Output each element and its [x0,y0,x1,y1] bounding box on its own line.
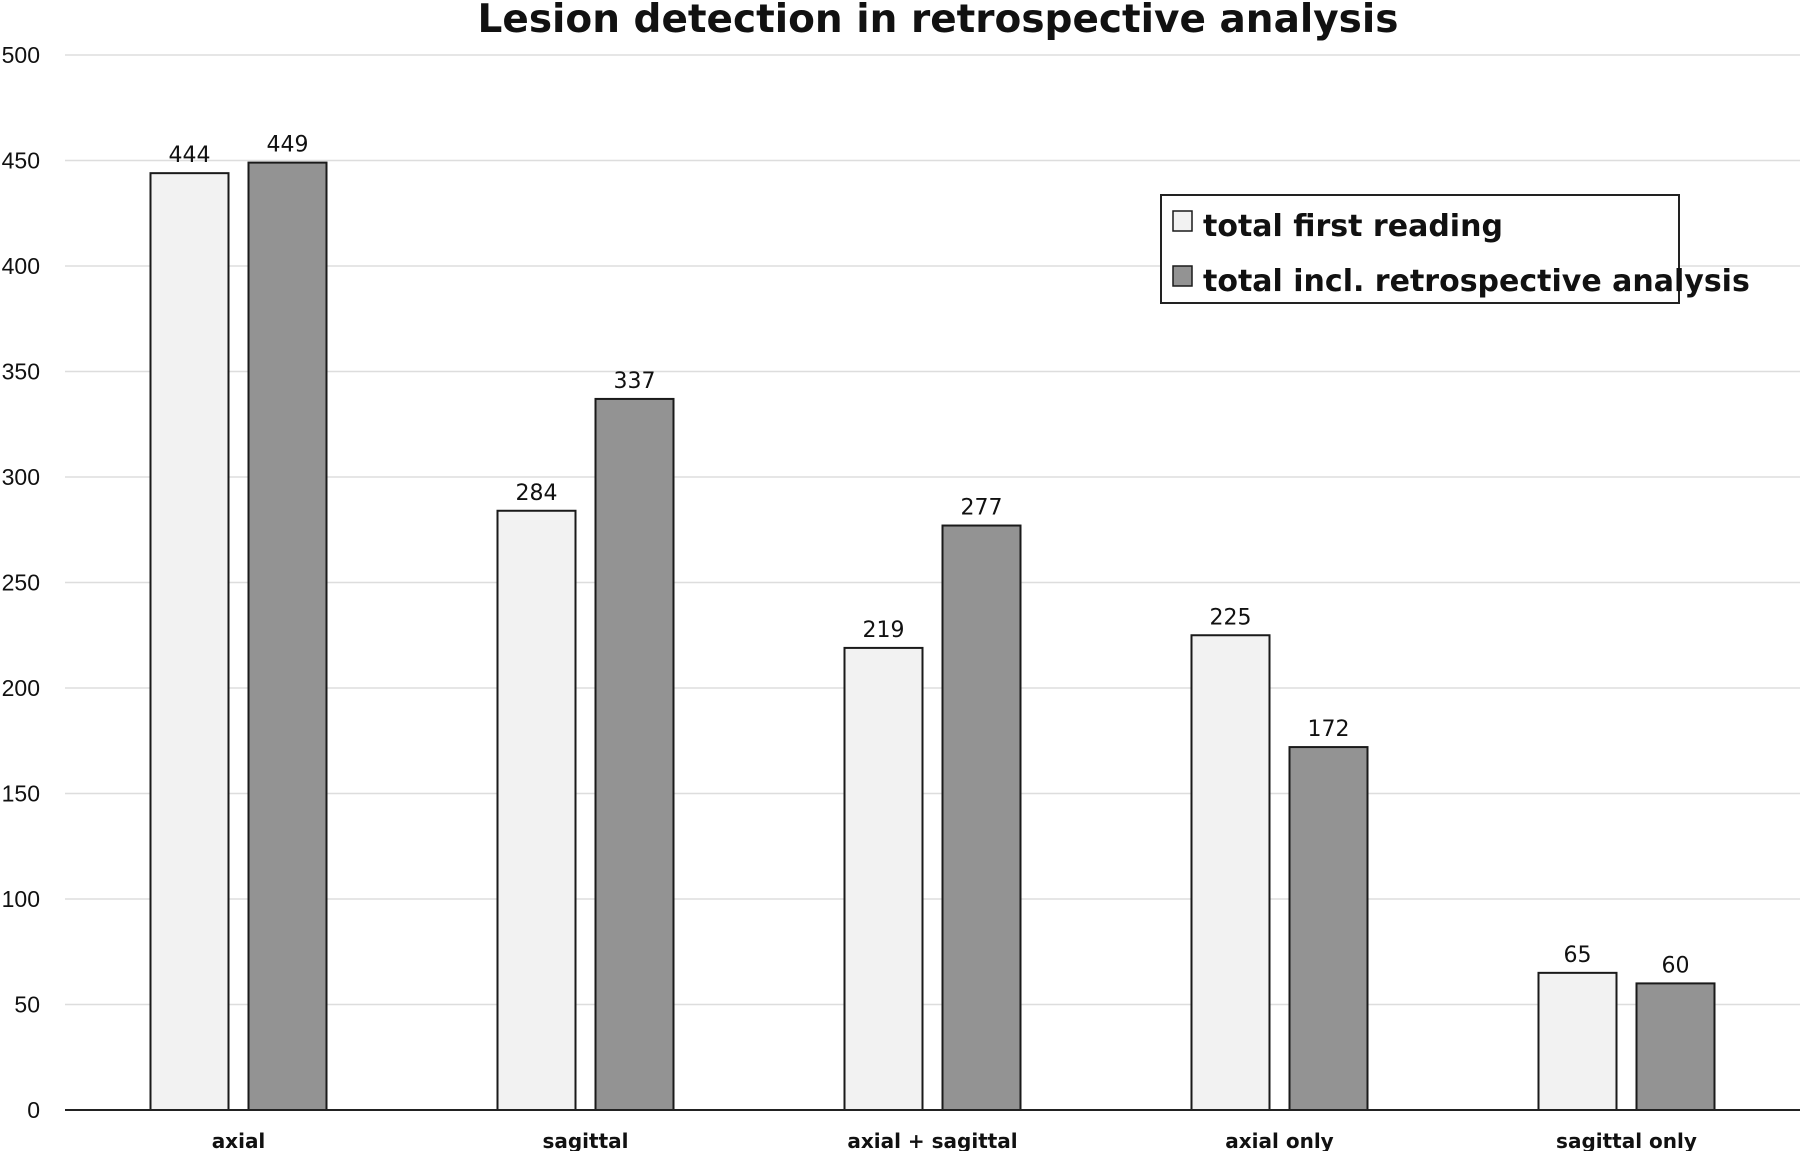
x-tick-label: axial only [1225,1129,1333,1151]
bar-first-reading [1190,634,1271,1111]
legend-swatch-retrospective [1172,265,1193,287]
legend: total first reading total incl. retrospe… [1160,194,1750,304]
bar-first-reading [1537,971,1618,1111]
y-tick-label: 400 [2,253,40,279]
bar-retrospective [941,524,1022,1111]
y-tick-label: 50 [14,992,40,1018]
data-label: 277 [961,496,1003,521]
y-tick-label: 0 [27,1097,40,1123]
x-tick-label: axial + sagittal [847,1129,1017,1151]
bar-retrospective [1288,746,1369,1112]
data-label: 225 [1210,605,1252,630]
bars [149,161,1716,1112]
legend-box [1160,194,1680,304]
y-tick-label: 150 [2,781,40,807]
legend-label-retrospective: total incl. retrospective analysis [1203,264,1750,299]
bar-retrospective [1635,982,1716,1112]
bar-first-reading [149,172,230,1112]
data-label: 444 [169,143,211,168]
y-tick-label: 300 [2,464,40,490]
data-label: 449 [267,133,309,158]
chart-title: Lesion detection in retrospective analys… [478,0,1399,42]
y-tick-label: 250 [2,570,40,596]
data-label: 172 [1308,717,1350,742]
y-tick-label: 450 [2,148,40,174]
bar-first-reading [496,509,577,1111]
data-label: 219 [863,618,905,643]
x-tick-label: axial [212,1129,266,1151]
y-tick-label: 100 [2,886,40,912]
x-axis-ticks: axial sagittal axial + sagittal axial only s… [212,1129,1697,1151]
data-label: 65 [1564,943,1592,968]
y-tick-label: 200 [2,675,40,701]
y-tick-label: 500 [2,42,40,68]
data-labels: 444 449 284 337 219 277 225 172 65 60 [169,133,1690,979]
bar-first-reading [843,646,924,1111]
x-tick-label: sagittal [542,1129,628,1151]
y-axis-ticks: 0 50 100 150 200 250 300 350 400 450 500 [2,42,40,1123]
data-label: 60 [1662,953,1690,978]
y-tick-label: 350 [2,359,40,385]
x-tick-label: sagittal only [1556,1129,1697,1151]
gridlines [65,54,1800,1006]
legend-swatch-first-reading [1172,210,1193,232]
bar-retrospective [247,161,328,1112]
legend-label-first-reading: total first reading [1203,209,1503,244]
data-label: 284 [516,481,558,506]
bar-retrospective [594,397,675,1111]
data-label: 337 [614,369,656,394]
